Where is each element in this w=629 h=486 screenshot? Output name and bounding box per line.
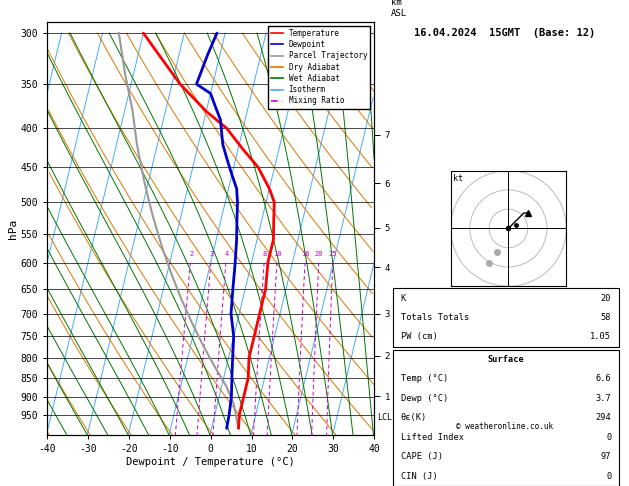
Text: km
ASL: km ASL [391,0,407,17]
Y-axis label: hPa: hPa [8,218,18,239]
Text: LCL: LCL [377,413,392,422]
Text: CAPE (J): CAPE (J) [401,452,443,461]
Text: 3.7: 3.7 [596,394,611,403]
Text: 20: 20 [315,251,323,257]
Text: K: K [401,294,406,302]
Text: 3: 3 [209,251,214,257]
Text: 294: 294 [596,413,611,422]
Text: kt: kt [453,174,463,183]
Text: 1.05: 1.05 [591,332,611,341]
Text: 4: 4 [225,251,229,257]
Text: 0: 0 [606,433,611,442]
Text: 10: 10 [273,251,282,257]
Text: Temp (°C): Temp (°C) [401,375,448,383]
Text: 97: 97 [601,452,611,461]
Text: Surface: Surface [487,355,525,364]
Text: Dewp (°C): Dewp (°C) [401,394,448,403]
Text: © weatheronline.co.uk: © weatheronline.co.uk [456,422,554,431]
Text: 6.6: 6.6 [596,375,611,383]
Text: 58: 58 [601,313,611,322]
Text: PW (cm): PW (cm) [401,332,437,341]
Text: θε(K): θε(K) [401,413,427,422]
Text: 0: 0 [606,471,611,481]
X-axis label: Dewpoint / Temperature (°C): Dewpoint / Temperature (°C) [126,457,295,467]
Text: 8: 8 [262,251,267,257]
Legend: Temperature, Dewpoint, Parcel Trajectory, Dry Adiabat, Wet Adiabat, Isotherm, Mi: Temperature, Dewpoint, Parcel Trajectory… [268,26,370,108]
Text: 16.04.2024  15GMT  (Base: 12): 16.04.2024 15GMT (Base: 12) [414,28,596,38]
Text: 16: 16 [301,251,309,257]
Text: Totals Totals: Totals Totals [401,313,469,322]
FancyBboxPatch shape [393,350,618,486]
Text: 2: 2 [189,251,193,257]
Text: 20: 20 [601,294,611,302]
Text: Lifted Index: Lifted Index [401,433,464,442]
FancyBboxPatch shape [393,288,618,347]
Text: CIN (J): CIN (J) [401,471,437,481]
Text: 25: 25 [329,251,337,257]
